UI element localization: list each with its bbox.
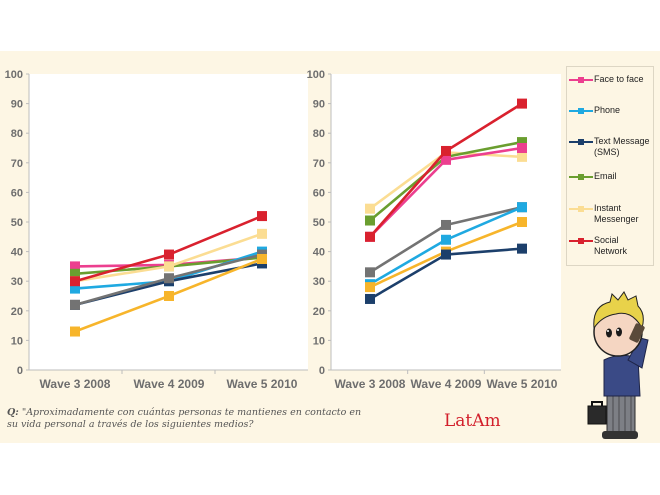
data-point-marker — [257, 254, 267, 264]
legend-item: Instant Messenger — [569, 203, 652, 225]
question-text: "Aproximadamente con cuántas personas te… — [7, 407, 362, 430]
data-point-marker — [70, 268, 80, 279]
x-tick-label: Wave 3 2008 — [40, 377, 111, 391]
y-tick-label: 40 — [11, 247, 23, 259]
data-point-marker — [517, 143, 527, 153]
data-point-marker — [164, 291, 174, 301]
y-tick-label: 80 — [313, 128, 325, 140]
legend-item: Phone — [569, 105, 652, 116]
data-point-marker — [70, 299, 80, 310]
legend-swatch-icon — [569, 105, 593, 116]
legend-label: Social Network — [594, 235, 628, 256]
x-tick-label: Wave 5 2010 — [227, 377, 298, 391]
line-chart-right: 0 10 20 30 40 50 60 70 80 90 100 Wave 3 2008 Wave 4 … — [307, 69, 561, 391]
data-point-marker — [365, 282, 375, 293]
y-tick-label: 40 — [313, 247, 325, 259]
legend-item: Face to face — [569, 74, 652, 85]
series-text-message-sms — [365, 243, 527, 304]
legend-swatch-icon — [569, 203, 593, 214]
y-tick-label: 0 — [319, 365, 325, 377]
x-tick-label: Wave 4 2009 — [411, 377, 482, 391]
legend-swatch-icon — [569, 235, 593, 246]
y-tick-label: 80 — [11, 128, 23, 140]
legend-label: Instant Messenger — [594, 203, 639, 224]
y-tick-label: 0 — [17, 365, 23, 377]
y-tick-label: 10 — [313, 335, 325, 347]
data-point-marker — [517, 217, 527, 227]
series-social-network — [70, 211, 267, 287]
x-tick-label: Wave 4 2009 — [134, 377, 205, 391]
data-point-marker — [365, 267, 375, 278]
series-unlabeled-orange — [70, 254, 267, 337]
legend-label: Phone — [594, 105, 621, 115]
data-point-marker — [365, 203, 375, 214]
y-tick-label: 100 — [5, 69, 23, 81]
y-tick-label: 90 — [11, 99, 23, 111]
y-tick-label: 70 — [11, 158, 23, 170]
data-point-marker — [517, 151, 527, 162]
data-point-marker — [70, 283, 80, 294]
y-tick-label: 70 — [313, 158, 325, 170]
legend-item: Email — [569, 171, 652, 182]
legend-label: Text Message (SMS) — [594, 136, 650, 157]
line-chart-left: 0 10 20 30 40 50 60 70 80 90 100 Wave 3 2008 Wave 4 … — [5, 69, 308, 391]
x-tick-label: Wave 5 2010 — [487, 377, 558, 391]
data-point-marker — [441, 234, 451, 245]
legend-swatch-icon — [569, 136, 593, 147]
y-tick-label: 100 — [307, 69, 325, 81]
legend-swatch-icon — [569, 74, 593, 85]
legend-label: Email — [594, 171, 617, 181]
y-tick-label: 60 — [313, 187, 325, 199]
data-point-marker — [70, 276, 80, 287]
data-point-marker — [441, 219, 451, 230]
data-point-marker — [164, 249, 174, 260]
survey-question: Q: "Aproximadamente con cuántas personas… — [7, 407, 367, 431]
data-point-marker — [365, 231, 375, 242]
cartoon-person-on-phone-icon — [587, 291, 649, 439]
data-point-marker — [164, 261, 174, 272]
y-tick-label: 10 — [11, 335, 23, 347]
legend-item: Text Message (SMS) — [569, 136, 652, 158]
chart-legend: Face to face Phone Text Message (SMS) Email… — [566, 66, 654, 266]
data-point-marker — [441, 249, 451, 260]
x-tick-label: Wave 3 2008 — [335, 377, 406, 391]
data-point-marker — [257, 228, 267, 239]
data-point-marker — [517, 202, 527, 213]
data-point-marker — [365, 215, 375, 226]
region-label: LatAm — [444, 411, 501, 431]
data-point-marker — [441, 145, 451, 156]
question-prefix: Q: — [7, 407, 19, 418]
y-tick-label: 50 — [11, 217, 23, 229]
y-tick-label: 60 — [11, 187, 23, 199]
data-point-marker — [70, 326, 80, 337]
data-point-marker — [70, 261, 80, 272]
data-point-marker — [517, 98, 527, 109]
legend-swatch-icon — [569, 171, 593, 182]
y-tick-label: 90 — [313, 99, 325, 111]
y-tick-label: 20 — [11, 306, 23, 318]
y-tick-label: 30 — [313, 276, 325, 288]
series-social-network — [365, 98, 527, 242]
data-point-marker — [517, 243, 527, 254]
y-tick-label: 20 — [313, 306, 325, 318]
plot-area — [29, 74, 308, 370]
data-point-marker — [257, 211, 267, 222]
data-point-marker — [441, 154, 451, 165]
data-point-marker — [365, 293, 375, 304]
y-tick-label: 30 — [11, 276, 23, 288]
legend-item: Social Network — [569, 235, 652, 257]
y-tick-label: 50 — [313, 217, 325, 229]
data-point-marker — [164, 273, 174, 284]
legend-label: Face to face — [594, 74, 644, 84]
data-point-marker — [517, 137, 527, 148]
